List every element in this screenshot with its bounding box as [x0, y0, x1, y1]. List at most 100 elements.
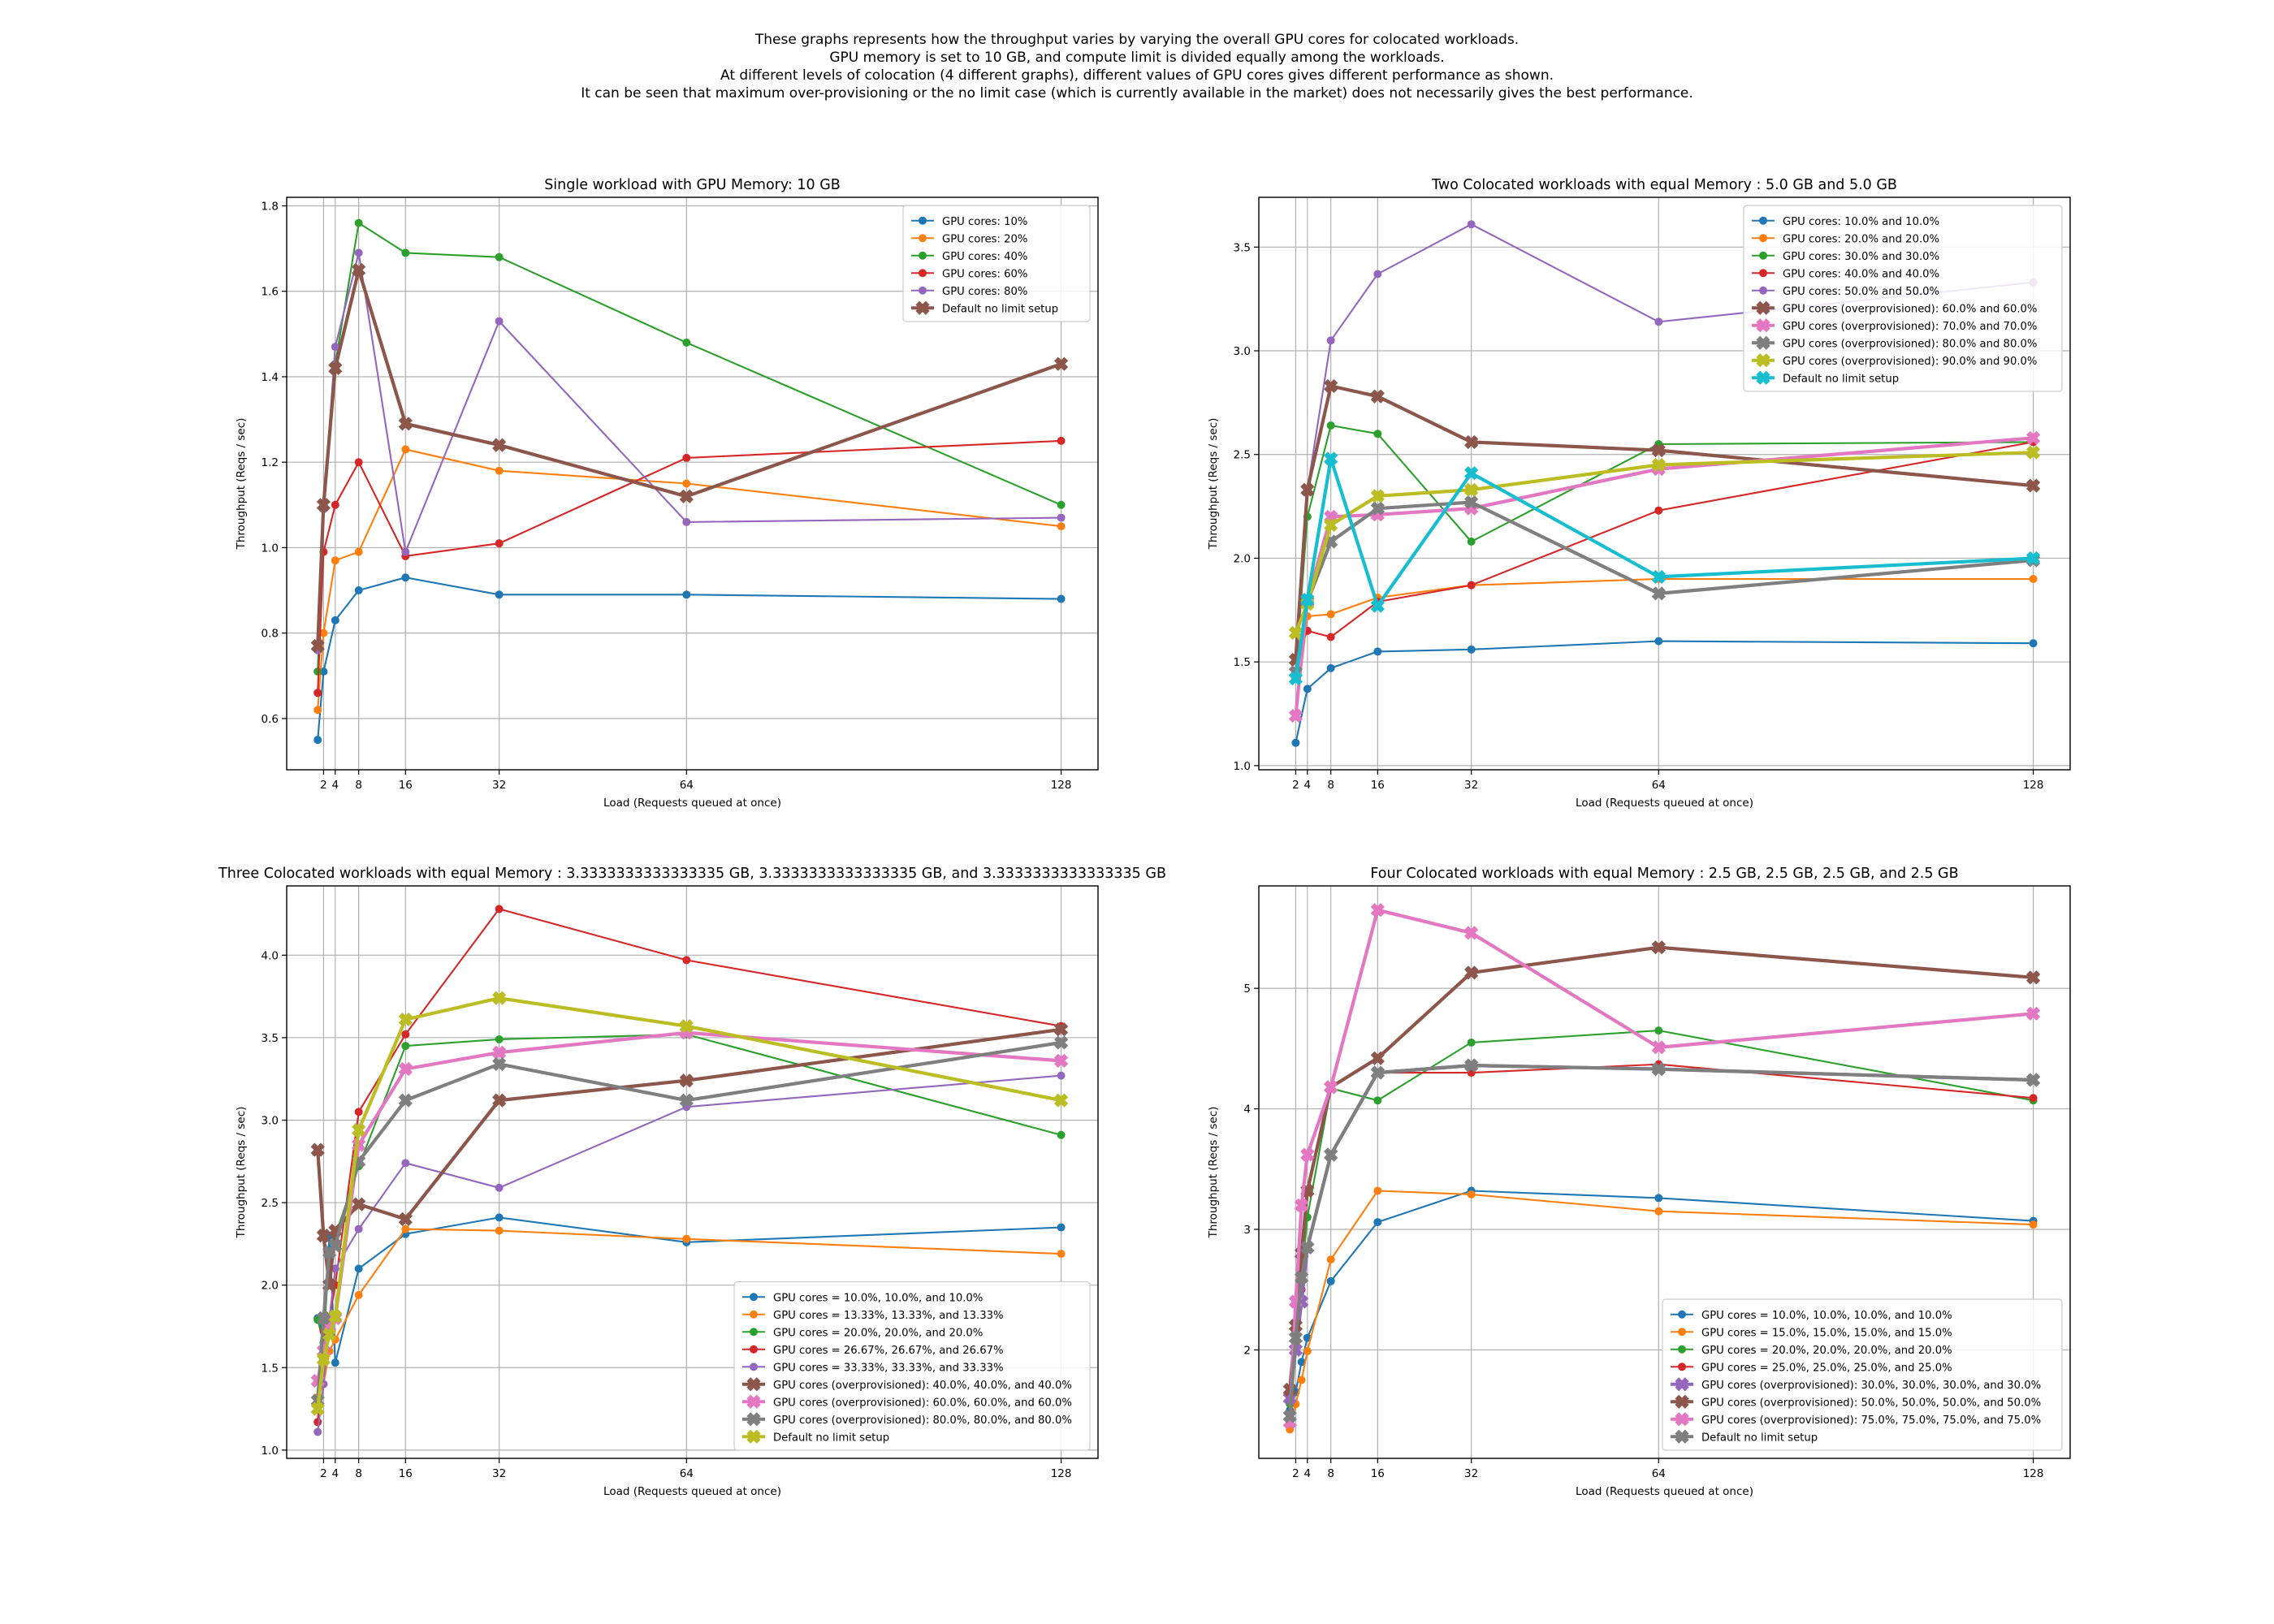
data-point — [495, 466, 504, 475]
legend-entry: GPU cores: 80% — [911, 286, 1027, 298]
legend-label: GPU cores = 10.0%, 10.0%, and 10.0% — [773, 1292, 983, 1304]
data-point — [1370, 489, 1385, 503]
legend-entry: GPU cores = 20.0%, 20.0%, and 20.0% — [742, 1327, 983, 1339]
data-point — [354, 218, 363, 227]
x-tick-label: 4 — [1304, 779, 1312, 792]
legend-label: GPU cores = 15.0%, 15.0%, 15.0%, and 15.… — [1701, 1327, 1952, 1339]
data-point — [331, 615, 339, 624]
data-point — [1651, 1040, 1666, 1055]
legend-entry: GPU cores: 30.0% and 30.0% — [1752, 251, 1939, 263]
x-tick-label: 32 — [1464, 779, 1478, 792]
legend-entry: Default no limit setup — [911, 300, 1058, 315]
data-point — [2029, 575, 2038, 583]
axes-frame — [286, 197, 1099, 771]
data-point — [2025, 430, 2041, 445]
data-point — [398, 417, 413, 431]
x-tick-label: 8 — [1327, 1467, 1334, 1480]
legend-marker — [750, 1345, 758, 1354]
data-point — [495, 1226, 504, 1235]
data-point — [352, 262, 366, 278]
data-point — [1288, 708, 1303, 723]
y-tick-label: 3 — [1243, 1224, 1251, 1237]
data-point — [331, 343, 339, 352]
legend-label: GPU cores: 10% — [942, 216, 1027, 228]
data-point — [2029, 639, 2038, 648]
data-point — [316, 1352, 331, 1367]
legend-marker — [1678, 1310, 1686, 1319]
legend-label: GPU cores (overprovisioned): 80.0%, 80.0… — [773, 1415, 1072, 1427]
y-tick-label: 1.5 — [262, 1362, 279, 1375]
data-point — [2025, 445, 2041, 460]
data-point — [1467, 1038, 1476, 1047]
data-point — [495, 905, 504, 914]
x-tick-label: 32 — [1464, 1467, 1478, 1480]
legend-marker — [919, 286, 927, 295]
y-axis-label: Throughput (Reqs / sec) — [1207, 418, 1220, 551]
legend-marker — [1678, 1363, 1686, 1371]
x-tick-label: 128 — [2023, 779, 2044, 792]
y-tick-label: 1.0 — [1234, 760, 1251, 773]
legend-label: GPU cores: 20% — [942, 233, 1027, 245]
legend-marker — [1756, 300, 1770, 315]
x-tick-label: 16 — [1371, 1467, 1385, 1480]
legend-entry: GPU cores = 10.0%, 10.0%, 10.0%, and 10.… — [1671, 1310, 1952, 1322]
data-point — [1297, 1358, 1306, 1367]
data-point — [1651, 443, 1666, 458]
data-point — [492, 991, 507, 1005]
x-axis-label: Load (Requests queued at once) — [1576, 1485, 1753, 1498]
y-axis-label: Throughput (Reqs / sec) — [235, 418, 248, 551]
legend-entry: GPU cores: 50.0% and 50.0% — [1752, 286, 1939, 298]
legend-box — [733, 1281, 1091, 1451]
data-point — [1057, 1250, 1066, 1259]
data-point — [313, 667, 322, 676]
data-point — [1057, 513, 1066, 522]
data-point — [401, 445, 410, 454]
data-point — [1464, 482, 1479, 497]
legend-label: GPU cores = 33.33%, 33.33%, and 33.33% — [773, 1362, 1004, 1374]
y-tick-label: 2.0 — [262, 1280, 279, 1293]
data-point — [1300, 592, 1315, 607]
legend-label: GPU cores (overprovisioned): 70.0% and 7… — [1783, 321, 2037, 333]
x-tick-label: 2 — [1292, 1467, 1299, 1480]
data-point — [1464, 926, 1479, 940]
data-point — [354, 1264, 363, 1273]
legend-label: Default no limit setup — [1701, 1432, 1818, 1444]
data-point — [313, 1427, 322, 1436]
data-point — [2029, 1220, 2038, 1229]
subplot-title: Four Colocated workloads with equal Memo… — [1370, 866, 1958, 882]
legend-marker — [1759, 216, 1767, 225]
legend-marker — [746, 1394, 761, 1409]
legend-marker — [1759, 234, 1767, 243]
series-olive — [310, 991, 1069, 1416]
legend-label: GPU cores = 20.0%, 20.0%, and 20.0% — [773, 1327, 983, 1339]
x-tick-label: 4 — [332, 779, 339, 792]
data-point — [1467, 538, 1476, 546]
x-tick-label: 128 — [1051, 779, 1072, 792]
data-point — [401, 1159, 410, 1168]
legend-entry: GPU cores = 13.33%, 13.33%, and 13.33% — [742, 1310, 1004, 1322]
data-point — [398, 1061, 413, 1077]
y-tick-label: 3.5 — [1234, 241, 1251, 254]
data-point — [1303, 685, 1312, 693]
series-brown — [310, 262, 1069, 654]
data-point — [1654, 1207, 1663, 1216]
y-tick-label: 4.0 — [262, 949, 279, 962]
data-point — [2025, 478, 2041, 493]
data-point — [354, 547, 363, 556]
series-orange — [313, 445, 1066, 715]
data-point — [1326, 610, 1335, 619]
data-point — [1324, 378, 1338, 394]
legend-label: GPU cores (overprovisioned): 80.0% and 8… — [1783, 338, 2037, 350]
x-tick-label: 128 — [2023, 1467, 2044, 1480]
suptitle-line: At different levels of colocation (4 dif… — [720, 67, 1554, 84]
data-point — [679, 1073, 694, 1088]
data-point — [492, 1056, 507, 1072]
data-point — [316, 498, 331, 512]
data-point — [1295, 1198, 1309, 1212]
series-brown — [1288, 378, 2041, 667]
subplot-1: 2 4 8 16 32 64 128 0.6 0.8 1.0 1.2 1.4 1.6 1.8 Single … — [235, 177, 1099, 810]
data-point — [1654, 1194, 1663, 1203]
x-tick-label: 32 — [492, 779, 506, 792]
data-point — [313, 689, 322, 698]
